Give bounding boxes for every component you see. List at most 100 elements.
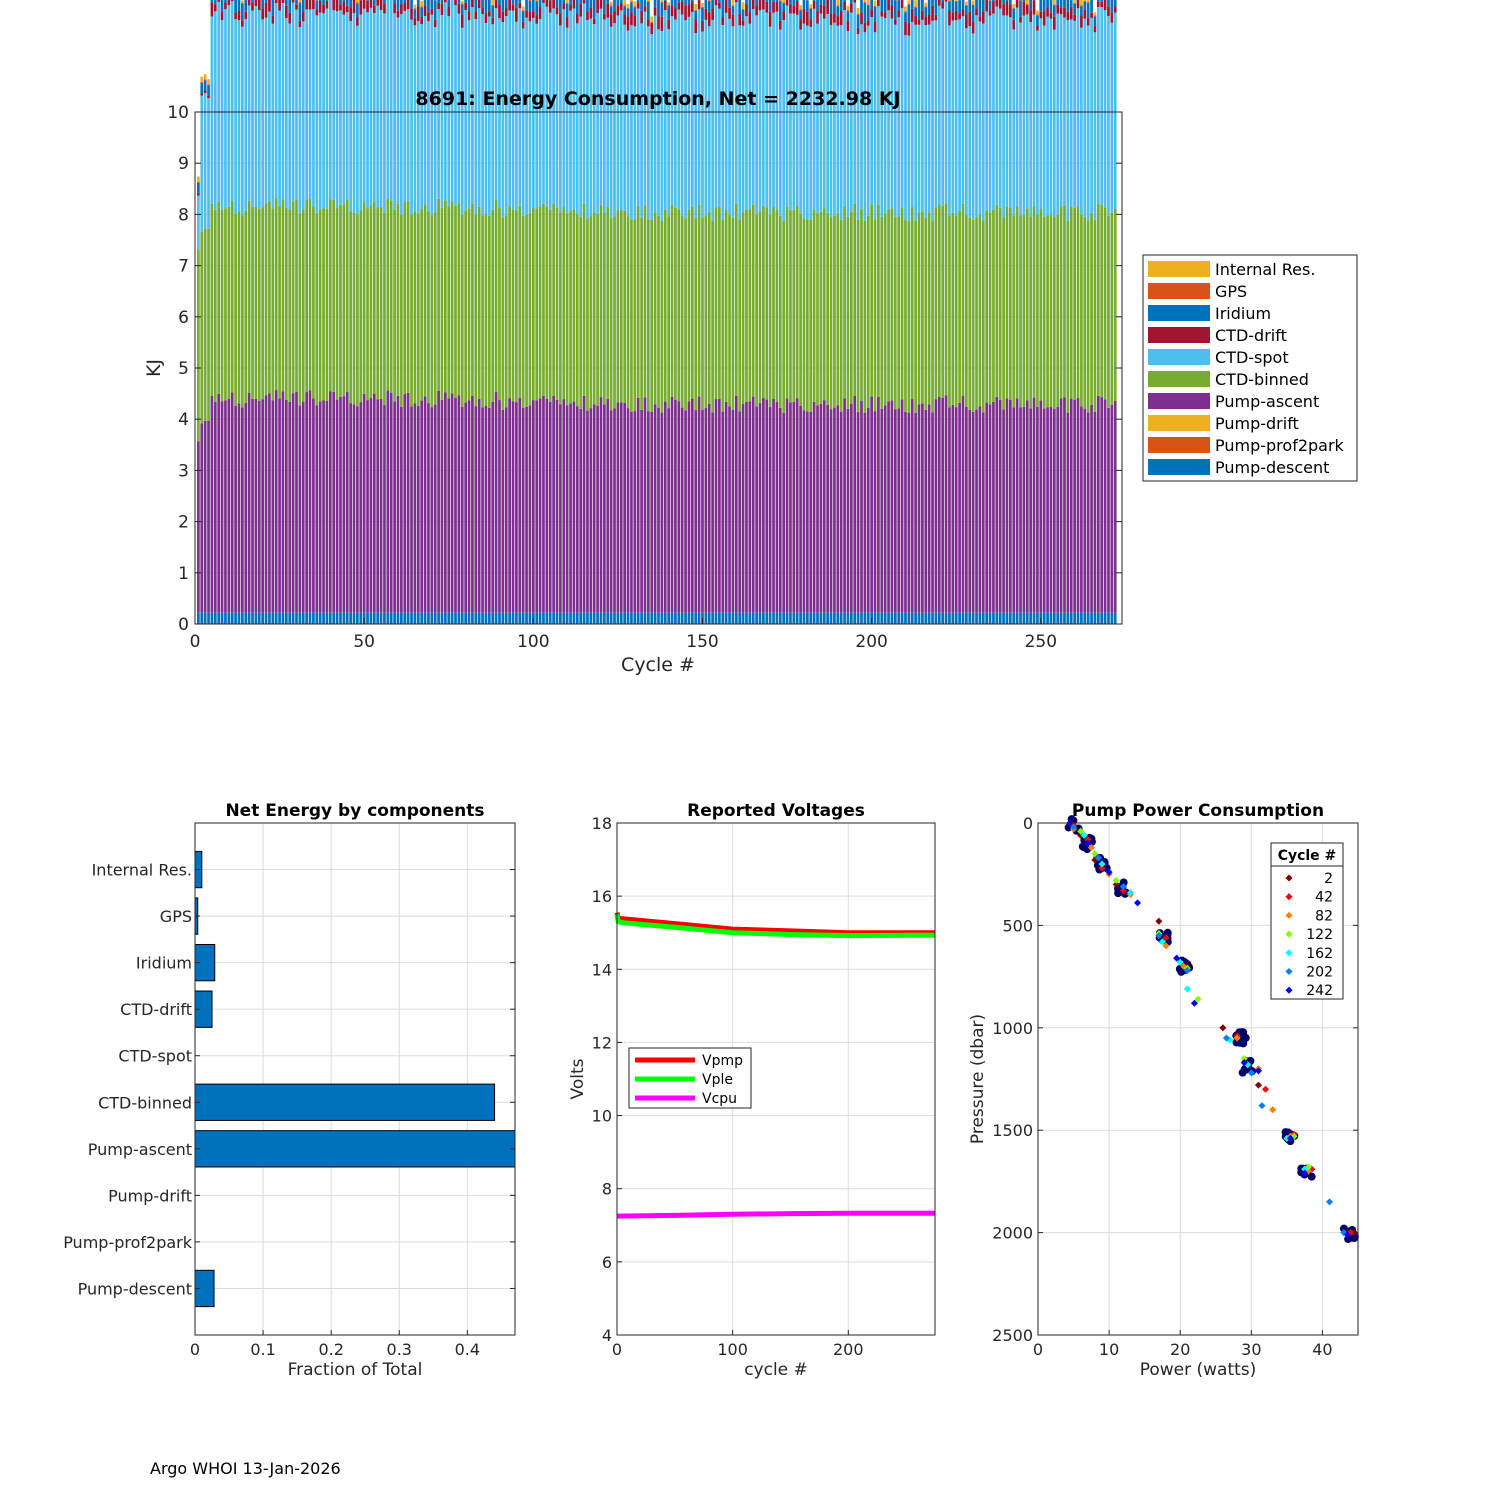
- ax1-bar-pump-descent: [291, 612, 295, 624]
- ax1-bar-pump-ascent: [288, 402, 292, 613]
- ax4-point: [1307, 1172, 1316, 1181]
- ax1-bar-pump-ascent: [251, 398, 254, 613]
- ax1-bar-pump-ascent: [504, 407, 508, 613]
- ax1-bar-pump-ascent: [853, 395, 857, 613]
- ax1-bar-ctd-drift: [1049, 12, 1053, 19]
- ax1-bar-ctd-binned: [623, 210, 627, 403]
- ax1-bar-ctd-binned: [1036, 214, 1039, 407]
- ax1-bar-pump-descent: [802, 612, 806, 624]
- ax1-legend-swatch: [1148, 437, 1210, 453]
- ax1-bar-pump-ascent: [1086, 412, 1090, 613]
- ax1-bar-gps: [298, 2, 302, 4]
- ax1-bar-ctd-binned: [217, 201, 221, 394]
- ax1-bar-pump-descent: [1015, 612, 1019, 624]
- ax1-bar-ctd-drift: [680, 1, 684, 15]
- ax1-bar-pump-ascent: [423, 396, 427, 613]
- ax1-bar-iridium: [535, 1, 539, 16]
- ax1-bar-pump-ascent: [230, 392, 234, 613]
- ax1-bar-iridium: [400, 0, 403, 5]
- ax1-bar-pump-ascent: [910, 399, 914, 613]
- ax2-xtick-label: 0.4: [455, 1340, 480, 1359]
- ax1-bar-ctd-binned: [1069, 206, 1073, 399]
- ax1-bar-ctd-spot: [349, 20, 352, 212]
- ax1-bar-gps: [741, 8, 745, 10]
- ax1-bar-ctd-drift: [224, 2, 227, 10]
- ax1-bar-ctd-binned: [910, 207, 914, 400]
- ax1-bar-iridium: [1113, 0, 1117, 7]
- ax1-ytick-label: 7: [178, 257, 189, 277]
- ax1-bar-ctd-binned: [961, 203, 965, 396]
- ax1-bar-ctd-binned: [741, 212, 745, 405]
- ax1-bar-pump-descent: [687, 612, 691, 624]
- ax1-bar-iridium: [1080, 6, 1083, 16]
- ax1-bar-ctd-drift: [379, 0, 383, 11]
- ax1-bar-ctd-spot: [406, 9, 410, 201]
- ax1-bar-ctd-drift: [1036, 25, 1039, 31]
- ax1-bar-ctd-binned: [660, 220, 664, 413]
- ax1-bar-ctd-spot: [572, 8, 576, 210]
- ax1-bar-ctd-binned: [768, 214, 772, 407]
- ax1-bar-ctd-spot: [843, 10, 846, 207]
- ax1-bar-ctd-drift: [768, 11, 772, 27]
- ax1-bar-ctd-drift: [985, 0, 989, 12]
- ax1-bar-ctd-binned: [1009, 207, 1012, 400]
- ax1-bar-pump-descent: [312, 612, 315, 624]
- ax1-bar-pump-ascent: [548, 401, 552, 613]
- ax1-bar-ctd-drift: [951, 12, 955, 21]
- ax1-bar-pump-ascent: [440, 399, 444, 613]
- ax1-bar-pump-ascent: [819, 403, 823, 613]
- ax1-bar-ctd-drift: [230, 0, 234, 2]
- ax1-bar-ctd-spot: [474, 19, 478, 215]
- ax4-ytick-label: 1000: [992, 1019, 1033, 1038]
- ax1-bar-ctd-drift: [1029, 10, 1033, 23]
- ax1-bar-pump-ascent: [1110, 404, 1114, 613]
- ax1-bar-pump-descent: [504, 612, 508, 624]
- ax1-bar-ctd-spot: [762, 9, 765, 206]
- ax1-bar-ctd-spot: [592, 24, 596, 213]
- ax1-bar-ctd-drift: [383, 3, 386, 14]
- ax4-xtick-label: 30: [1241, 1340, 1261, 1359]
- ax1-bar-ctd-drift: [1019, 16, 1022, 23]
- ax1-bar-gps: [694, 9, 698, 11]
- ax1-bar-pump-descent: [393, 612, 396, 624]
- ax1-bar-ctd-binned: [295, 200, 298, 393]
- ax1-bar-pump-ascent: [538, 398, 542, 613]
- ax1-bar-ctd-drift: [995, 0, 999, 7]
- ax1-bar-pump-descent: [416, 612, 420, 624]
- ax1-bar-pump-ascent: [457, 395, 461, 613]
- ax1-bar-iridium: [849, 0, 853, 4]
- ax1-bar-pump-descent: [917, 612, 921, 624]
- ax1-bar-ctd-binned: [471, 203, 474, 396]
- ax1-bar-ctd-spot: [575, 23, 579, 215]
- ax1-bar-ctd-drift: [312, 0, 315, 10]
- ax1-bar-pump-descent: [944, 612, 948, 624]
- ax1-bar-ctd-drift: [1052, 16, 1056, 30]
- ax1-bar-pump-ascent: [342, 396, 346, 613]
- ax1-bar-pump-ascent: [745, 401, 748, 613]
- ax1-bar-ctd-spot: [508, 10, 511, 207]
- ax1-bar-ctd-drift: [643, 6, 647, 12]
- ax1-bar-ctd-binned: [667, 216, 671, 409]
- ax1-bar-pump-descent: [785, 612, 789, 624]
- ax1-bar-pump-descent: [487, 612, 491, 624]
- ax1-bar-ctd-drift: [460, 14, 464, 28]
- ax4-legend-box: [1270, 842, 1344, 1000]
- ax1-bar-ctd-binned: [596, 213, 599, 406]
- ax1-bar-ctd-spot: [684, 20, 687, 219]
- ax1-bar-ctd-binned: [271, 208, 275, 401]
- ax1-bar-iridium: [636, 0, 640, 3]
- ax1-bar-iridium: [782, 3, 786, 12]
- ax1-bar-ctd-spot: [291, 2, 295, 202]
- ax1-bar-iridium: [1019, 0, 1022, 17]
- ax1-bar-pump-descent: [829, 612, 833, 624]
- ax1-bar-pump-ascent: [312, 398, 315, 613]
- ax1-bar-ctd-drift: [1025, 5, 1029, 15]
- ax4-legend-title: Cycle #: [1278, 848, 1337, 864]
- ax1-bar-pump-descent: [741, 612, 745, 624]
- ax1-bar-gps: [626, 7, 630, 9]
- ax1-bar-iridium: [1046, 0, 1049, 8]
- ax1-bar-ctd-binned: [261, 207, 265, 400]
- ax1-bar-iridium: [721, 0, 725, 18]
- ax1-bar-internal-res-: [866, 0, 870, 5]
- ax1-bar-ctd-binned: [1080, 214, 1083, 407]
